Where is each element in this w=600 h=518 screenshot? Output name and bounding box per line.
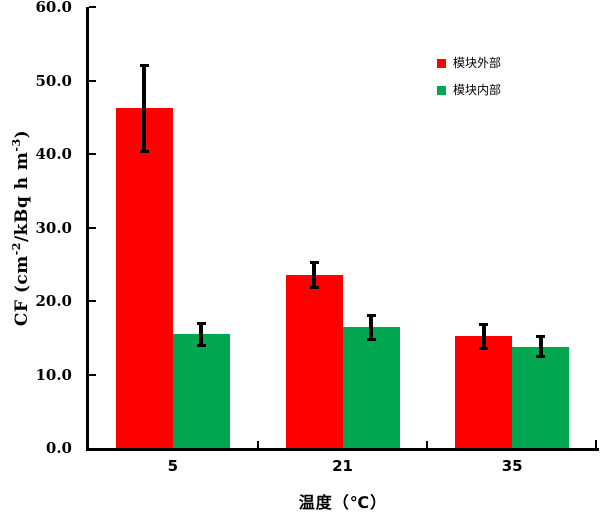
y-tick-label: 60.0 — [35, 0, 72, 16]
x-axis-end-tick — [595, 440, 597, 448]
error-bar-line — [312, 260, 316, 289]
legend-item-0: 模块外部 — [437, 57, 501, 70]
x-tick — [426, 441, 429, 448]
legend-item-1: 模块内部 — [437, 84, 501, 97]
y-tick-label: 40.0 — [35, 145, 72, 163]
error-bar-line — [538, 334, 543, 359]
error-bar-cap-top — [196, 321, 206, 325]
x-axis-title: 温度（℃） — [298, 493, 388, 512]
y-tick-label: 30.0 — [35, 218, 72, 237]
error-bar-cap-top — [309, 260, 319, 264]
error-bar-cap-bottom — [139, 149, 149, 153]
error-bar-cap-bottom — [536, 355, 546, 359]
legend-label: 模块外部 — [453, 56, 502, 70]
error-bar-cap-top — [139, 64, 149, 68]
error-bar-line — [369, 314, 373, 341]
y-tick — [89, 300, 96, 302]
bar-series0-cat2 — [455, 336, 513, 448]
legend-swatch-icon — [437, 59, 446, 68]
x-tick-label: 35 — [501, 457, 523, 475]
y-tick — [89, 153, 96, 155]
y-axis-line — [86, 7, 89, 451]
x-axis-line — [86, 448, 599, 451]
y-tick-label: 20.0 — [35, 292, 72, 310]
bar-series0-cat1 — [285, 274, 343, 448]
error-bar-cap-bottom — [479, 346, 489, 350]
legend-swatch-icon — [437, 86, 446, 95]
bar-series1-cat2 — [512, 346, 570, 448]
legend: 模块外部 模块内部 — [437, 57, 501, 111]
y-tick-label: 10.0 — [35, 365, 72, 384]
y-tick — [89, 6, 96, 8]
y-tick — [89, 79, 96, 82]
bar-series1-cat0 — [172, 334, 230, 448]
error-bar-line — [199, 321, 204, 347]
legend-label: 模块内部 — [453, 83, 502, 97]
bar-series0-cat0 — [115, 108, 173, 448]
x-tick-label: 5 — [167, 457, 179, 475]
error-bar-line — [481, 323, 486, 350]
x-tick — [256, 441, 259, 448]
error-bar-cap-bottom — [309, 285, 319, 289]
error-bar-cap-top — [536, 334, 546, 338]
bar-series1-cat1 — [342, 327, 400, 448]
x-tick-label: 21 — [332, 457, 353, 475]
error-bar-cap-bottom — [366, 337, 376, 341]
y-tick — [89, 373, 96, 376]
y-tick-label: 50.0 — [35, 71, 72, 90]
error-bar-cap-top — [479, 323, 489, 327]
error-bar-cap-top — [366, 314, 376, 318]
y-tick — [89, 226, 96, 229]
error-bar-cap-bottom — [196, 343, 206, 347]
error-bar-line — [142, 64, 147, 153]
y-tick-label: 0.0 — [45, 439, 72, 457]
